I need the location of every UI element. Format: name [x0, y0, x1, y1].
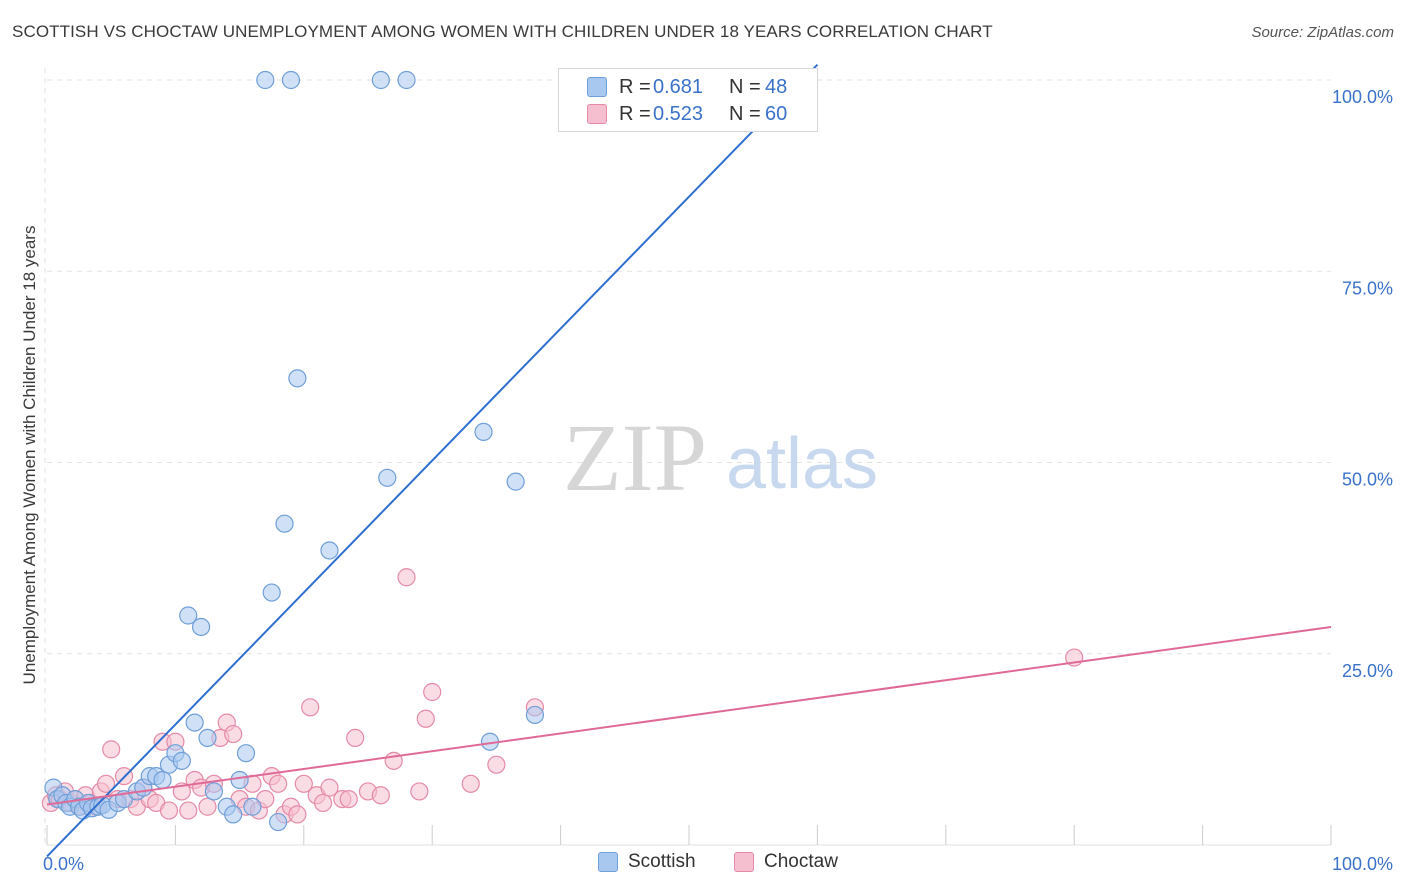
scottish-trend-line — [46, 64, 819, 858]
chart-title: SCOTTISH VS CHOCTAW UNEMPLOYMENT AMONG W… — [12, 22, 993, 41]
scottish-point — [397, 70, 416, 90]
watermark-zip: ZIP — [563, 404, 707, 511]
choctaw-swatch — [587, 104, 607, 124]
legend-row-scottish: R = 0.681 N = 48 — [559, 73, 787, 101]
choctaw-point — [320, 778, 339, 797]
scottish-point — [320, 541, 339, 560]
scottish-point — [224, 805, 243, 824]
choctaw-point — [423, 682, 442, 702]
scottish-point — [262, 583, 281, 602]
r-label: R = — [619, 102, 651, 125]
scottish-point — [378, 468, 397, 487]
y-tick-label: 25.0% — [1342, 661, 1393, 681]
choctaw-point — [96, 774, 116, 793]
scottish-points — [44, 70, 583, 832]
choctaw-point — [339, 789, 358, 809]
x-tick-label: 0.0% — [43, 854, 84, 874]
trend-lines — [46, 64, 1332, 858]
scottish-point — [191, 617, 211, 637]
n-label: N = — [729, 102, 761, 125]
scottish-point — [256, 70, 275, 90]
legend-row-choctaw: R = 0.523 N = 60 — [559, 100, 787, 128]
n-label: N = — [729, 75, 761, 98]
y-tick-label: 75.0% — [1342, 278, 1393, 298]
source-label: Source: ZipAtlas.com — [1251, 24, 1394, 41]
scottish-swatch — [598, 852, 618, 872]
scottish-point — [243, 797, 262, 816]
watermark-atlas: atlas — [726, 424, 878, 504]
choctaw-point — [346, 728, 365, 748]
choctaw-point — [371, 786, 390, 805]
scottish-swatch — [587, 77, 607, 97]
scottish-point — [371, 70, 390, 90]
scottish-point — [269, 812, 288, 832]
n-value: 48 — [765, 75, 788, 98]
choctaw-point — [179, 801, 198, 820]
legend-item-scottish: Scottish — [598, 851, 696, 873]
choctaw-point — [224, 724, 243, 744]
choctaw-point — [269, 774, 288, 793]
choctaw-point — [159, 801, 179, 820]
r-value: 0.681 — [653, 75, 704, 98]
legend-label-choctaw: Choctaw — [764, 851, 838, 872]
choctaw-points — [41, 568, 1084, 824]
scottish-point — [275, 514, 294, 533]
x-tick-label: 100.0% — [1332, 854, 1393, 874]
scottish-point — [185, 713, 204, 732]
choctaw-point — [487, 755, 506, 774]
scottish-point — [198, 728, 217, 748]
watermark: ZIP atlas — [563, 404, 878, 511]
choctaw-point — [397, 568, 416, 587]
legend-item-choctaw: Choctaw — [734, 851, 838, 873]
scottish-point — [288, 369, 307, 388]
choctaw-point — [198, 797, 217, 816]
choctaw-point — [410, 782, 429, 801]
choctaw-point — [288, 805, 307, 824]
scottish-point — [525, 705, 545, 725]
scottish-point — [204, 782, 224, 801]
legend-label-scottish: Scottish — [628, 851, 696, 872]
scottish-point — [474, 422, 493, 441]
scottish-point — [230, 770, 249, 790]
tick-labels: 25.0% 50.0% 75.0% 100.0% 0.0% 100.0% — [43, 87, 1393, 874]
scottish-point — [153, 770, 172, 790]
choctaw-trend-line — [46, 625, 1332, 806]
choctaw-point — [294, 774, 313, 793]
y-tick-label: 100.0% — [1332, 87, 1393, 107]
r-value: 0.523 — [653, 102, 704, 125]
scottish-point — [281, 70, 301, 90]
r-label: R = — [619, 75, 651, 98]
scottish-point — [236, 744, 256, 763]
correlation-legend: R = 0.681 N = 48 R = 0.523 N = 60 — [558, 68, 818, 132]
y-tick-label: 50.0% — [1342, 470, 1393, 490]
choctaw-point — [461, 774, 480, 793]
n-value: 60 — [765, 102, 788, 125]
scottish-point — [179, 606, 198, 625]
choctaw-point — [301, 698, 320, 717]
scottish-point — [172, 751, 191, 770]
choctaw-point — [102, 740, 121, 759]
choctaw-point — [416, 709, 435, 728]
series-legend: Scottish Choctaw — [0, 851, 1406, 877]
choctaw-swatch — [734, 852, 754, 872]
choctaw-point — [313, 793, 333, 813]
scottish-point — [506, 472, 525, 491]
